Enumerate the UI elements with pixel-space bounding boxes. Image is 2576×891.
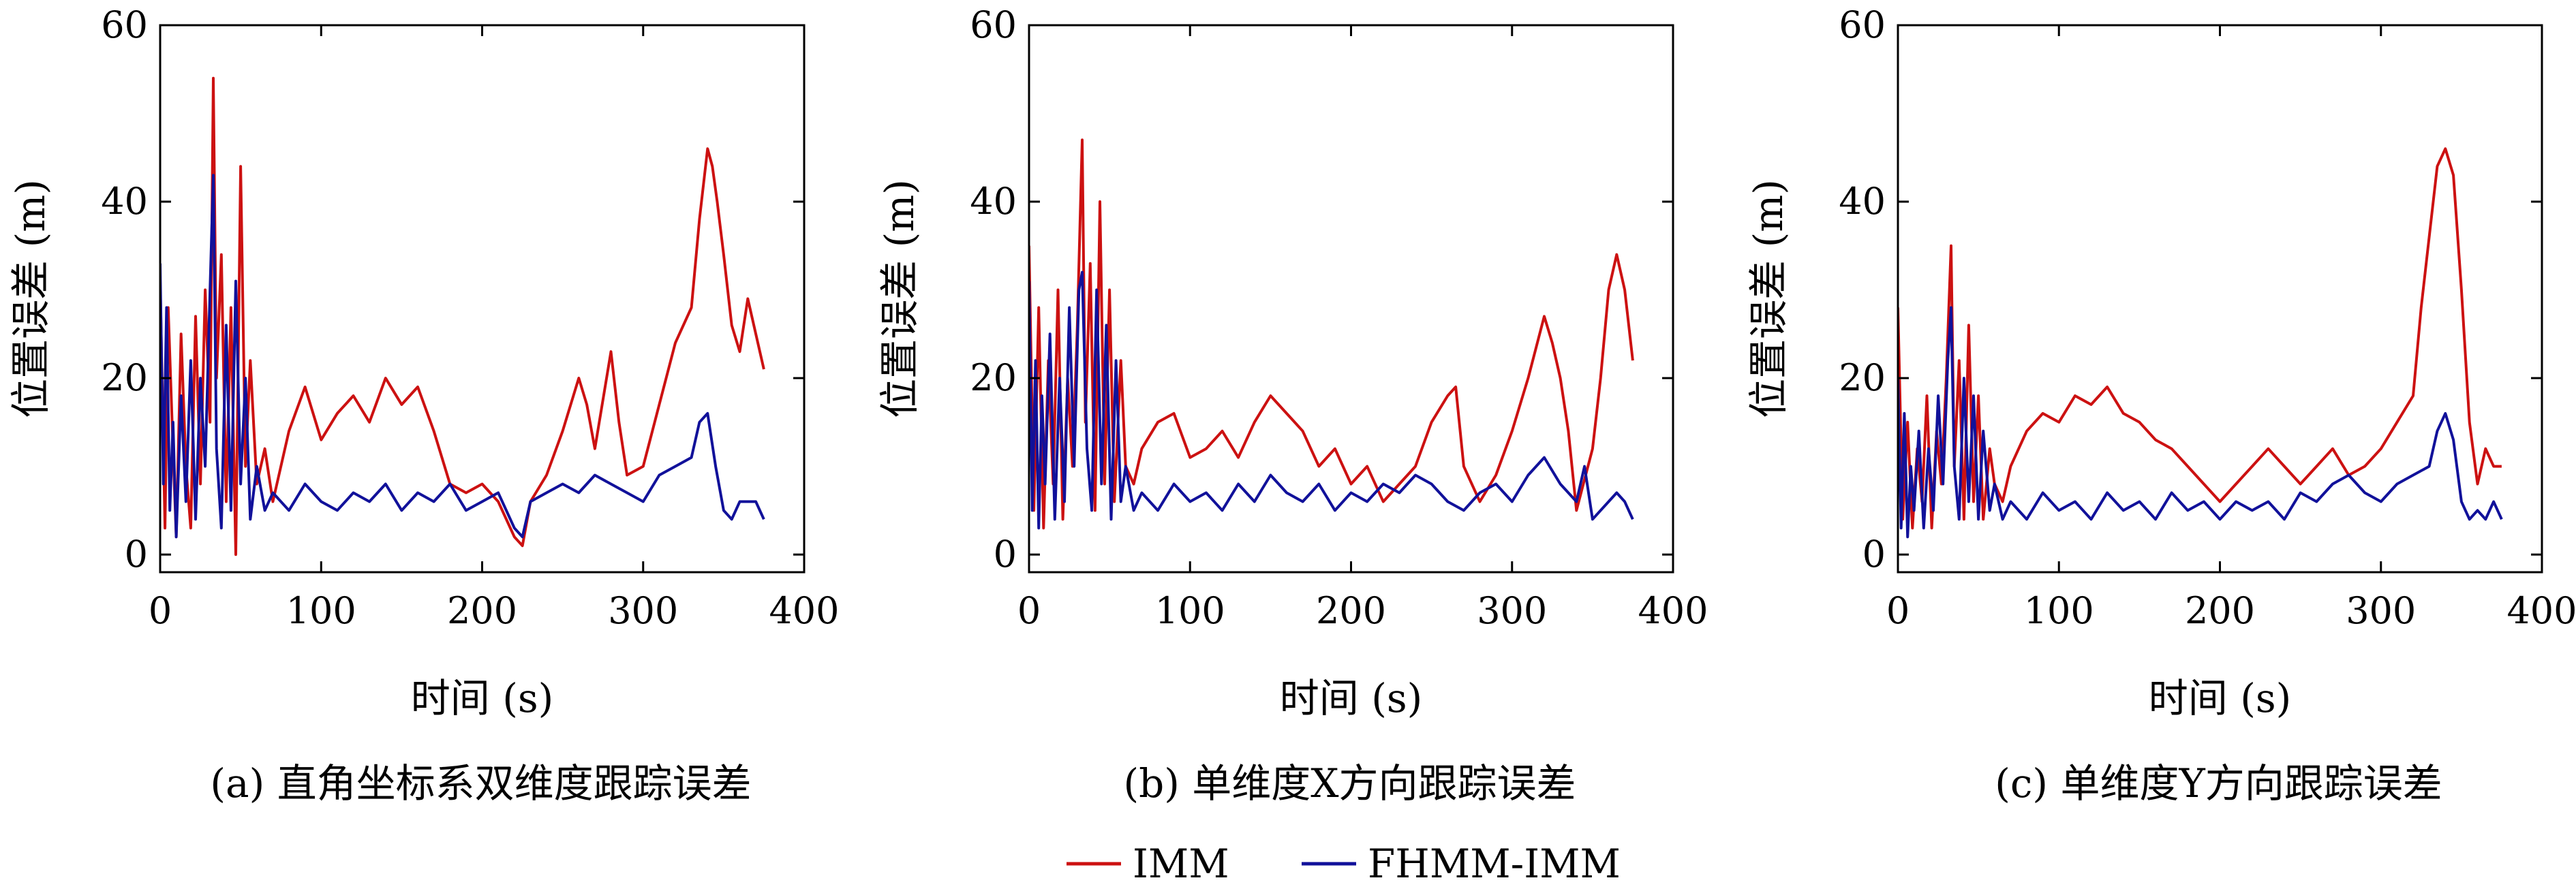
- series-line-fhmm: [1029, 270, 1634, 530]
- y-tick-label: 0: [125, 533, 148, 576]
- panel-a: 0 100 200 300 400 0 20 40 60 时间 (s) 位置误差 (m) (a) 直角…: [7, 3, 840, 807]
- axes-frame: [1028, 24, 1674, 574]
- x-tick-label: 100: [286, 589, 356, 632]
- y-tick-label: 20: [1839, 356, 1886, 399]
- axes-frame: [159, 24, 806, 574]
- x-tick-label: 400: [1638, 589, 1708, 632]
- x-tick-label: 300: [2346, 589, 2416, 632]
- y-tick-label: 20: [101, 356, 148, 399]
- y-tick-label: 0: [1862, 533, 1886, 576]
- y-axis-label: 位置误差 (m): [1745, 179, 1792, 418]
- legend: IMM FHMM-IMM: [1067, 841, 1621, 887]
- x-tick-label: 200: [1316, 589, 1386, 632]
- y-tick-label: 60: [1839, 3, 1886, 46]
- x-tick-label: 300: [608, 589, 678, 632]
- x-tick-label: 0: [1017, 589, 1041, 632]
- x-tick-label: 200: [447, 589, 517, 632]
- x-tick-label: 100: [1155, 589, 1225, 632]
- panel-caption: (a) 直角坐标系双维度跟踪误差: [210, 760, 751, 807]
- y-tick-label: 60: [970, 3, 1017, 46]
- legend-label-fhmm: FHMM-IMM: [1368, 841, 1621, 887]
- x-axis-label: 时间 (s): [411, 675, 553, 721]
- series-line-imm: [160, 76, 765, 557]
- x-tick-label: 0: [1886, 589, 1910, 632]
- panel-caption: (c) 单维度Y方向跟踪误差: [1995, 760, 2442, 807]
- legend-label-imm: IMM: [1133, 841, 1229, 887]
- panel-caption: (b) 单维度X方向跟踪误差: [1123, 760, 1576, 807]
- panel-b: 0 100 200 300 400 0 20 40 60 时间 (s) 位置误差 (m) (b) 单维…: [876, 3, 1708, 807]
- x-tick-label: 300: [1477, 589, 1547, 632]
- y-axis-label: 位置误差 (m): [876, 179, 923, 418]
- x-tick-label: 400: [2506, 589, 2576, 632]
- y-tick-label: 60: [101, 3, 148, 46]
- y-tick-label: 0: [994, 533, 1017, 576]
- x-axis-label: 时间 (s): [1280, 675, 1422, 721]
- y-tick-label: 20: [970, 356, 1017, 399]
- x-tick-label: 400: [769, 589, 839, 632]
- series-line-fhmm: [1898, 306, 2503, 539]
- x-tick-label: 100: [2024, 589, 2094, 632]
- y-axis-label: 位置误差 (m): [7, 179, 54, 418]
- x-tick-label: 0: [149, 589, 172, 632]
- series-line-imm: [1898, 147, 2502, 530]
- series-line-fhmm: [160, 174, 765, 539]
- panel-c: 0 100 200 300 400 0 20 40 60 时间 (s) 位置误差 (m) (c) 单维…: [1745, 3, 2576, 807]
- x-axis-label: 时间 (s): [2149, 675, 2291, 721]
- y-tick-label: 40: [101, 180, 148, 223]
- y-tick-label: 40: [970, 180, 1017, 223]
- x-tick-label: 200: [2185, 589, 2255, 632]
- y-tick-label: 40: [1839, 180, 1886, 223]
